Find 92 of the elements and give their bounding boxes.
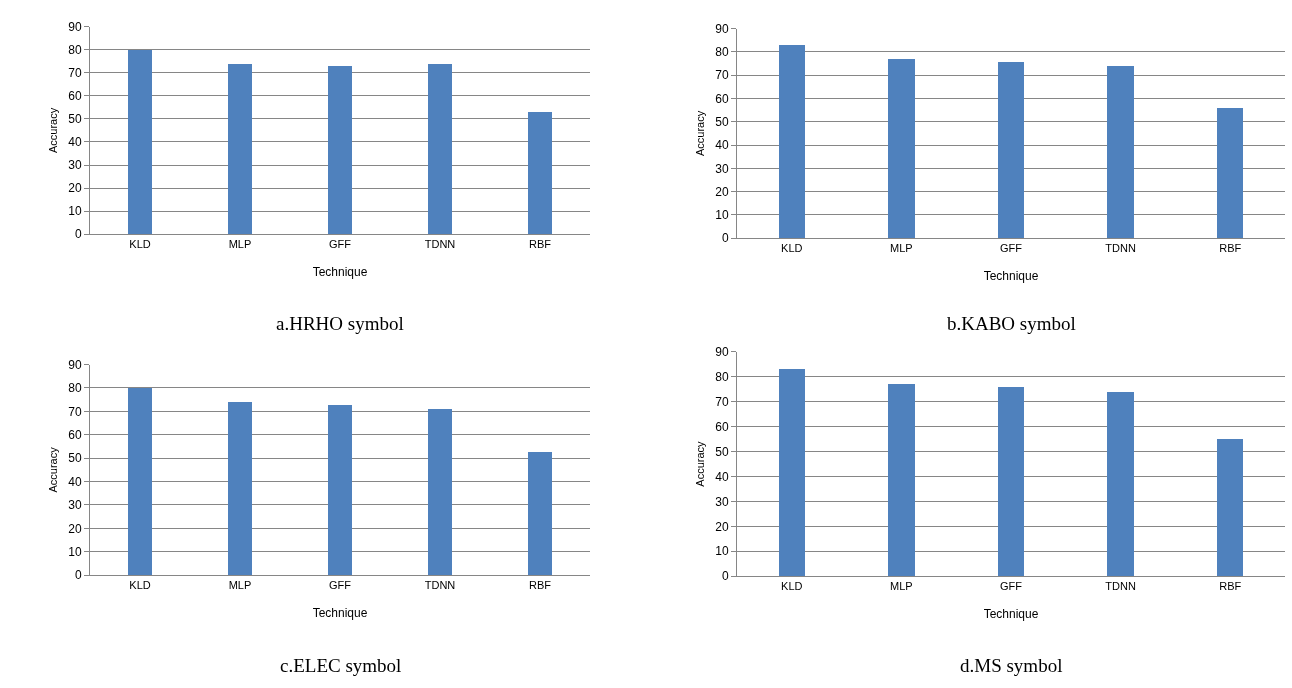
- y-tick-label: 60: [68, 427, 82, 442]
- y-tick-label: 80: [715, 45, 729, 60]
- y-tick-label: 20: [715, 184, 729, 199]
- bar: [528, 111, 552, 235]
- x-tick-label: TDNN: [1105, 580, 1136, 593]
- y-tick-label: 50: [715, 444, 729, 459]
- bar: [128, 49, 152, 235]
- y-tick-label: 60: [715, 419, 729, 434]
- y-tick-label: 50: [68, 112, 82, 127]
- y-tick-label: 30: [715, 494, 729, 509]
- y-tick-label: 60: [715, 91, 729, 106]
- y-tick-label: 30: [68, 498, 82, 513]
- y-tick-label: 70: [715, 394, 729, 409]
- bar: [1217, 438, 1243, 576]
- x-axis-title: Technique: [312, 606, 368, 621]
- text: d.MS symbol: [960, 655, 1063, 676]
- bar: [779, 368, 805, 576]
- y-tick-label: 40: [715, 138, 729, 153]
- bar: [128, 387, 152, 576]
- bar: [228, 63, 252, 235]
- x-tick-label: MLP: [228, 579, 252, 592]
- x-tick-label: MLP: [890, 242, 913, 255]
- bar: [888, 383, 915, 576]
- y-tick-label: 10: [715, 544, 729, 559]
- bar: [998, 61, 1024, 239]
- x-tick-label: GFF: [1000, 580, 1023, 593]
- y-tick-label: 30: [68, 158, 82, 173]
- bar: [888, 58, 915, 239]
- y-tick-label: 0: [74, 568, 82, 583]
- y-tick-label: 80: [68, 381, 82, 396]
- x-tick-label: KLD: [781, 580, 803, 593]
- y-axis-title: Accuracy: [46, 107, 59, 154]
- bar: [998, 386, 1024, 576]
- x-tick-label: GFF: [1000, 242, 1023, 255]
- x-tick-label: GFF: [329, 238, 352, 251]
- bar: [328, 65, 352, 235]
- y-tick-label: 90: [68, 19, 82, 34]
- x-tick-label: KLD: [129, 579, 151, 592]
- y-tick-label: 0: [74, 227, 82, 242]
- y-tick-label: 30: [715, 161, 729, 176]
- x-tick-label: TDNN: [424, 238, 456, 251]
- y-tick-label: 40: [715, 469, 729, 484]
- bar: [1107, 391, 1134, 576]
- bar: [779, 44, 805, 239]
- y-tick-label: 90: [715, 21, 729, 36]
- bar: [528, 451, 552, 576]
- y-tick-label: 80: [715, 369, 729, 384]
- x-axis-title: Technique: [983, 607, 1039, 622]
- y-axis-title: Accuracy: [46, 446, 59, 493]
- y-tick-label: 70: [68, 404, 82, 419]
- y-tick-label: 50: [68, 451, 82, 466]
- bar: [1107, 65, 1134, 239]
- x-axis-title: Technique: [312, 265, 368, 280]
- text: c.ELEC symbol: [280, 655, 402, 676]
- text: b.KABO symbol: [947, 313, 1076, 334]
- y-tick-label: 20: [68, 181, 82, 196]
- x-tick-label: KLD: [781, 242, 803, 255]
- y-tick-label: 50: [715, 114, 729, 129]
- y-tick-label: 0: [721, 231, 729, 246]
- bar: [328, 404, 352, 576]
- x-tick-label: TDNN: [424, 579, 456, 592]
- y-tick-label: 90: [68, 357, 82, 372]
- x-tick-label: RBF: [1219, 242, 1242, 255]
- y-tick-label: 60: [68, 89, 82, 104]
- x-tick-label: RBF: [529, 579, 552, 592]
- bar: [428, 63, 452, 235]
- bar: [428, 408, 452, 576]
- x-tick-label: RBF: [529, 238, 552, 251]
- y-tick-label: 80: [68, 42, 82, 57]
- bar: [1217, 107, 1243, 239]
- x-tick-label: TDNN: [1105, 242, 1136, 255]
- x-tick-label: MLP: [228, 238, 252, 251]
- x-tick-label: RBF: [1219, 580, 1242, 593]
- bar: [228, 401, 252, 576]
- y-tick-label: 10: [715, 208, 729, 223]
- y-tick-label: 40: [68, 135, 82, 150]
- y-tick-label: 10: [68, 544, 82, 559]
- x-tick-label: MLP: [890, 580, 913, 593]
- y-tick-label: 90: [715, 345, 729, 360]
- y-tick-label: 20: [715, 519, 729, 534]
- text: a.HRHO symbol: [276, 313, 404, 334]
- y-axis-title: Accuracy: [693, 110, 706, 156]
- y-tick-label: 0: [721, 569, 729, 584]
- y-axis-title: Accuracy: [693, 440, 706, 487]
- x-tick-label: GFF: [329, 579, 352, 592]
- y-tick-label: 20: [68, 521, 82, 536]
- y-tick-label: 70: [715, 68, 729, 83]
- y-tick-label: 40: [68, 474, 82, 489]
- y-tick-label: 70: [68, 65, 82, 80]
- y-tick-label: 10: [68, 204, 82, 219]
- x-axis-title: Technique: [983, 269, 1039, 284]
- x-tick-label: KLD: [129, 238, 151, 251]
